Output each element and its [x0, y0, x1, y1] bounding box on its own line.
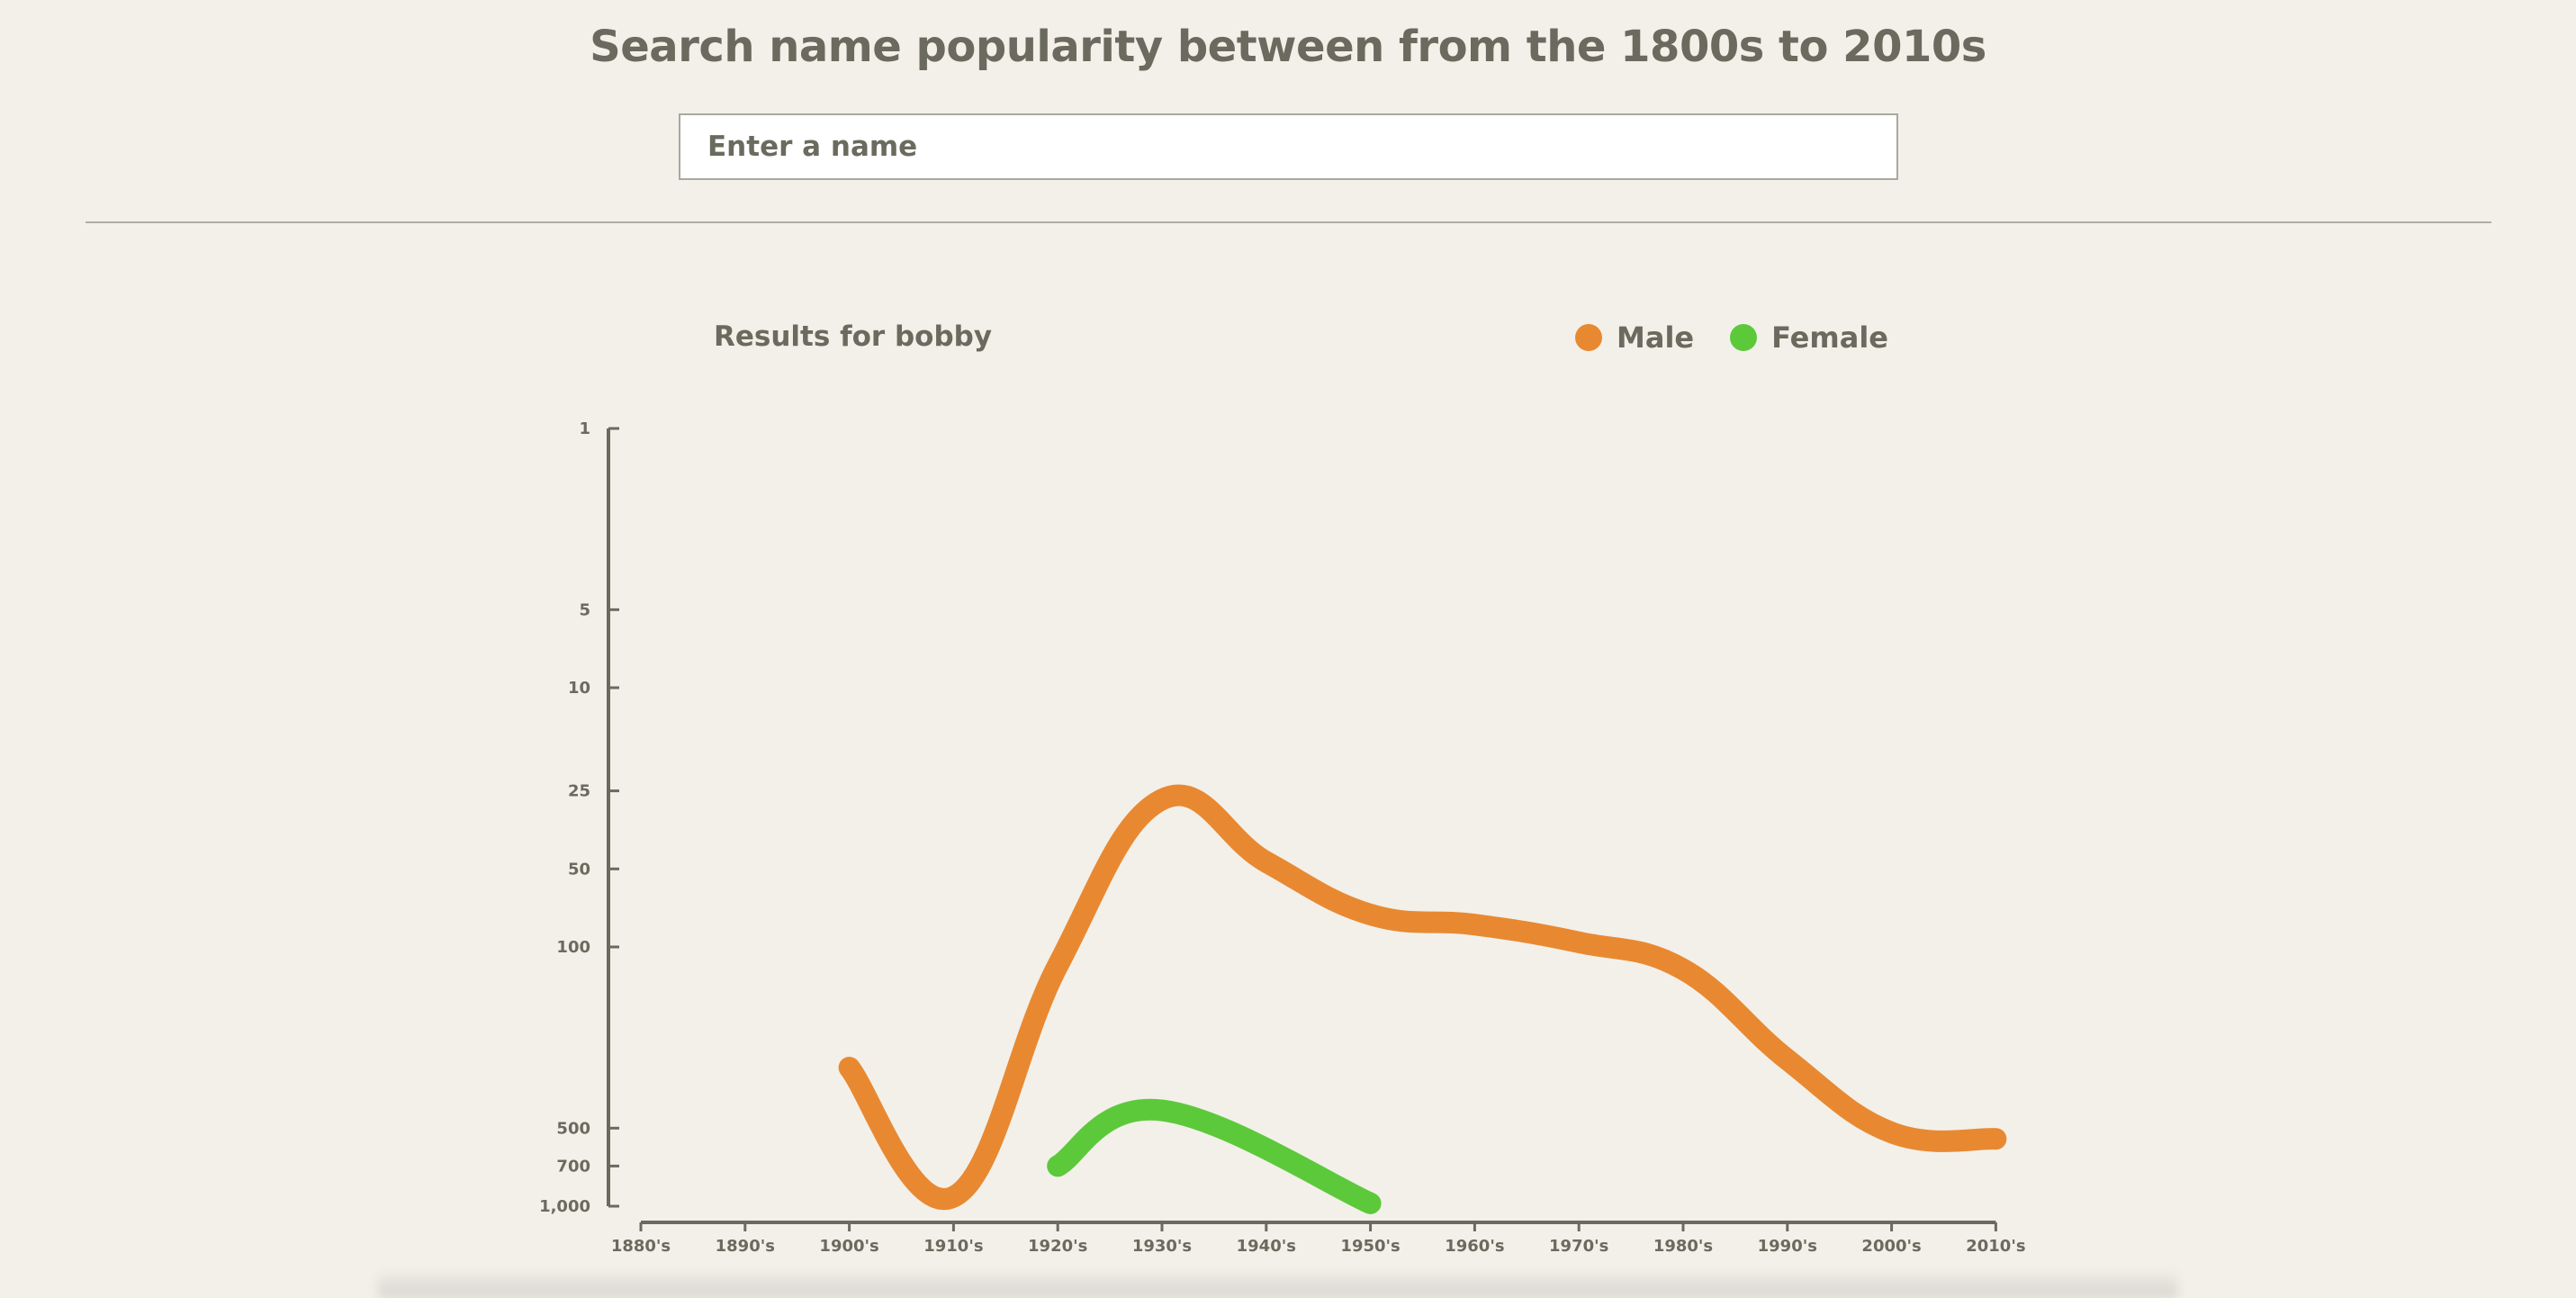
x-tick-label: 1950's: [1340, 1237, 1400, 1256]
bottom-shadow: [378, 1269, 2178, 1298]
x-tick-label: 2000's: [1861, 1237, 1921, 1256]
chart-legend: Male Female: [1575, 320, 1924, 355]
y-tick-label: 50: [568, 860, 590, 879]
y-tick-label: 5: [579, 600, 590, 619]
x-tick-label: 1990's: [1758, 1237, 1817, 1256]
female-dot-icon: [1730, 324, 1758, 351]
series-line-female: [1047, 1098, 1382, 1214]
results-title: Results for bobby: [714, 320, 993, 353]
legend-label-male: Male: [1617, 320, 1695, 355]
x-tick-label: 2010's: [1966, 1237, 2025, 1256]
y-tick-label: 500: [556, 1119, 590, 1138]
series-line-male: [838, 784, 2007, 1210]
x-tick-label: 1900's: [819, 1237, 878, 1256]
x-tick-label: 1880's: [611, 1237, 671, 1256]
y-tick-label: 700: [556, 1157, 590, 1176]
legend-item-male: Male: [1575, 320, 1694, 355]
legend-label-female: Female: [1771, 320, 1888, 355]
y-tick-label: 1,000: [539, 1197, 590, 1216]
x-tick-label: 1930's: [1132, 1237, 1192, 1256]
x-tick-label: 1890's: [716, 1237, 775, 1256]
x-tick-label: 1910's: [923, 1237, 983, 1256]
y-tick-label: 10: [568, 679, 590, 698]
y-tick-label: 1: [579, 419, 590, 438]
page-title: Search name popularity between from the …: [590, 22, 1986, 72]
y-tick-label: 25: [568, 782, 590, 801]
name-search-input[interactable]: [679, 113, 1898, 180]
male-dot-icon: [1575, 324, 1602, 351]
x-tick-label: 1980's: [1653, 1237, 1713, 1256]
y-tick-label: 100: [556, 938, 590, 957]
divider: [86, 221, 2491, 223]
x-tick-label: 1960's: [1445, 1237, 1504, 1256]
x-tick-label: 1970's: [1549, 1237, 1608, 1256]
legend-item-female: Female: [1730, 320, 1888, 355]
x-tick-label: 1920's: [1028, 1237, 1087, 1256]
x-tick-label: 1940's: [1237, 1237, 1296, 1256]
